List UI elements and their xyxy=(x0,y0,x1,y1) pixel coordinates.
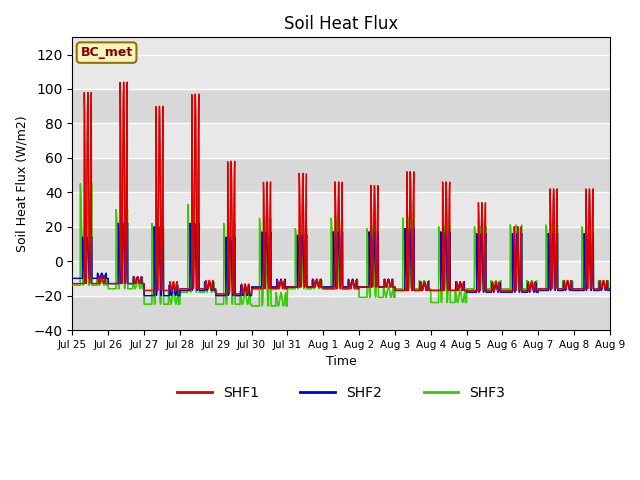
SHF3 xyxy=(606,286,614,292)
SHF1 xyxy=(212,291,220,297)
Bar xyxy=(72,192,610,227)
Bar xyxy=(72,261,610,296)
SHF3 xyxy=(323,286,331,292)
Line: SHF2: SHF2 xyxy=(72,223,610,296)
SHF1 xyxy=(477,277,484,283)
SHF3 xyxy=(88,181,95,187)
Text: BC_met: BC_met xyxy=(81,46,132,59)
SHF2 xyxy=(461,288,469,293)
SHF1 xyxy=(577,286,584,292)
SHF2 xyxy=(477,242,484,248)
Bar xyxy=(72,296,610,330)
Bar xyxy=(72,158,610,192)
SHF2 xyxy=(577,288,584,293)
SHF2 xyxy=(124,220,131,226)
SHF3 xyxy=(461,300,469,305)
SHF3 xyxy=(68,282,76,288)
Bar xyxy=(72,227,610,261)
SHF1 xyxy=(323,286,331,292)
SHF3 xyxy=(577,286,584,292)
SHF1 xyxy=(124,79,131,85)
Line: SHF3: SHF3 xyxy=(72,184,610,306)
SHF2 xyxy=(252,284,259,290)
SHF2 xyxy=(584,265,591,271)
SHF2 xyxy=(68,276,76,281)
SHF1 xyxy=(606,286,614,292)
Bar xyxy=(72,55,610,89)
Y-axis label: Soil Heat Flux (W/m2): Soil Heat Flux (W/m2) xyxy=(15,115,28,252)
SHF3 xyxy=(584,225,591,231)
Legend: SHF1, SHF2, SHF3: SHF1, SHF2, SHF3 xyxy=(172,380,511,405)
SHF1 xyxy=(68,281,76,287)
SHF2 xyxy=(606,288,614,293)
Line: SHF1: SHF1 xyxy=(72,82,610,294)
Bar xyxy=(72,123,610,158)
SHF3 xyxy=(252,303,259,309)
SHF2 xyxy=(140,293,148,299)
Title: Soil Heat Flux: Soil Heat Flux xyxy=(284,15,398,33)
Bar xyxy=(72,89,610,123)
SHF1 xyxy=(461,288,469,293)
SHF3 xyxy=(477,227,484,232)
SHF3 xyxy=(248,303,255,309)
SHF1 xyxy=(584,281,591,287)
X-axis label: Time: Time xyxy=(326,355,356,368)
SHF1 xyxy=(252,286,259,292)
SHF2 xyxy=(323,284,331,290)
